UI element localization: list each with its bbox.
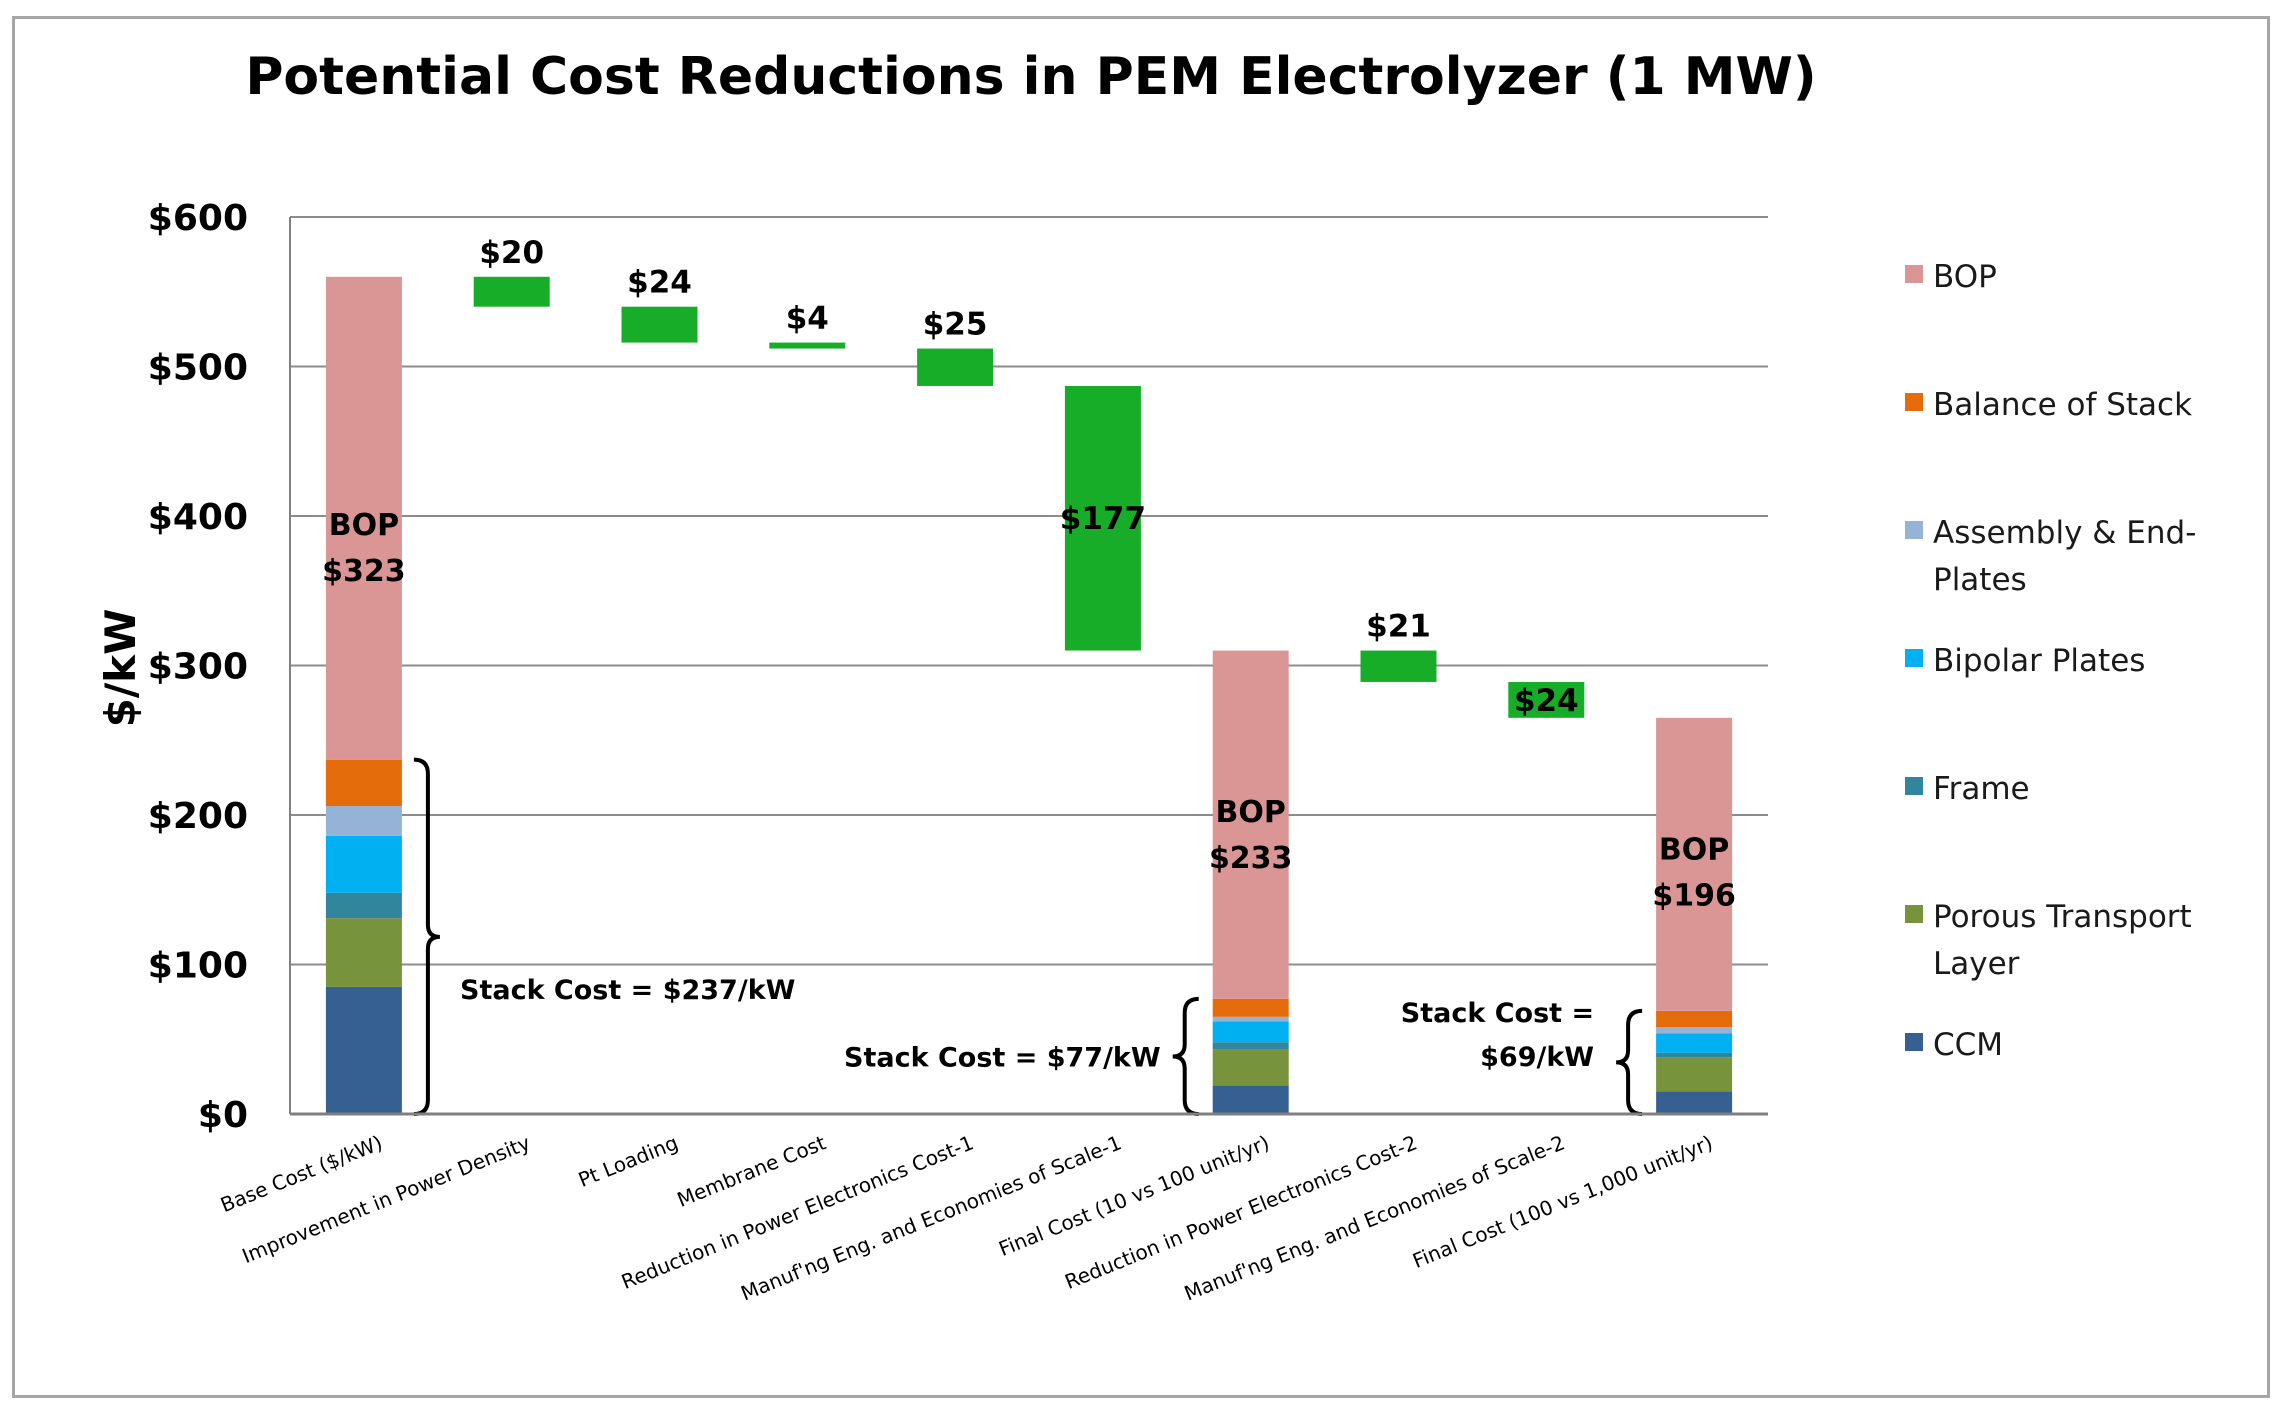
legend-swatch	[1905, 521, 1923, 539]
stack-cost-label: Stack Cost = $77/kW	[844, 1042, 1161, 1073]
reduction-value-label: $24	[1514, 683, 1579, 719]
legend: BOP Balance of Stack Assembly & End- Plates…	[1905, 259, 2196, 1063]
legend-item-bipolar-plates: Bipolar Plates	[1905, 643, 2145, 679]
legend-item-porous-transport-layer: Porous Transport Layer	[1905, 899, 2192, 982]
legend-item-ccm: CCM	[1905, 1027, 2003, 1063]
legend-label: Bipolar Plates	[1933, 643, 2145, 679]
reduction-bar	[1064, 385, 1141, 651]
bar-segment-frame	[1656, 1052, 1733, 1058]
y-axis-ticks: $0 $100 $200 $300 $400 $500 $600	[148, 198, 248, 1136]
bar-segment-bipolar-plates	[1212, 1021, 1289, 1043]
data-labels: BOP $323 $20 $24 $4 $25 $177 BOP $233 $21 $24 BOP $1…	[322, 235, 1736, 914]
bar-segment-bop	[1656, 717, 1733, 1011]
bar-segment-assembly-end-plates	[325, 806, 402, 836]
legend-item-bop: BOP	[1905, 259, 1997, 295]
legend-label: Porous Transport	[1933, 899, 2192, 935]
legend-label: Balance of Stack	[1933, 387, 2192, 423]
axes	[289, 217, 1768, 1116]
x-tick-label: Pt Loading	[575, 1130, 682, 1192]
bar-segment-frame	[1212, 1042, 1289, 1050]
bar-segment-frame	[325, 892, 402, 919]
bar-segment-porous-transport-layer	[1212, 1049, 1289, 1086]
bop-value-label: $233	[1209, 841, 1293, 876]
legend-label: CCM	[1933, 1027, 2003, 1063]
legend-item-assembly-end-plates: Assembly & End- Plates	[1905, 515, 2196, 598]
bar-segment-assembly-end-plates	[1656, 1027, 1733, 1034]
reduction-bar	[917, 348, 994, 386]
y-tick-label: $100	[148, 946, 248, 987]
bar-segment-bop	[1212, 650, 1289, 999]
y-tick-label: $600	[148, 198, 248, 239]
reduction-value-label: $177	[1060, 501, 1146, 537]
reduction-value-label: $20	[479, 235, 544, 271]
bar-segment-porous-transport-layer	[325, 918, 402, 987]
bar-segment-balance-of-stack	[1656, 1010, 1733, 1028]
legend-swatch	[1905, 265, 1923, 283]
y-tick-label: $500	[148, 348, 248, 389]
legend-label: BOP	[1933, 259, 1997, 295]
stack-cost-brace	[1615, 1008, 1643, 1116]
legend-item-frame: Frame	[1905, 771, 2030, 807]
bar-segment-balance-of-stack	[325, 759, 402, 807]
y-tick-label: $0	[198, 1095, 248, 1136]
legend-swatch	[1905, 393, 1923, 411]
stack-cost-brace	[1172, 996, 1199, 1116]
legend-swatch	[1905, 905, 1923, 923]
bar-segment-bop	[325, 276, 402, 760]
reduction-bar	[769, 342, 846, 349]
reduction-bar	[621, 306, 698, 343]
bar-segment-ccm	[1656, 1091, 1733, 1114]
stack-cost-annotations: Stack Cost = $237/kW Stack Cost = $77/kW S…	[413, 757, 1643, 1116]
chart-title: Potential Cost Reductions in PEM Electro…	[245, 47, 1816, 107]
reduction-bar	[1360, 650, 1437, 682]
legend-label: Plates	[1933, 562, 2027, 598]
bar-segment-bipolar-plates	[325, 835, 402, 893]
legend-label: Frame	[1933, 771, 2030, 807]
bar-segment-balance-of-stack	[1212, 998, 1289, 1017]
bar-segment-porous-transport-layer	[1656, 1057, 1733, 1092]
stack-cost-label: $69/kW	[1480, 1042, 1594, 1073]
bop-value-label: BOP	[329, 508, 399, 543]
legend-label: Layer	[1933, 946, 2020, 982]
legend-swatch	[1905, 1033, 1923, 1051]
stack-cost-label: Stack Cost =	[1401, 998, 1594, 1029]
bop-value-label: BOP	[1659, 832, 1729, 867]
y-tick-label: $200	[148, 796, 248, 837]
legend-item-balance-of-stack: Balance of Stack	[1905, 387, 2192, 423]
bars	[325, 276, 1733, 1114]
reduction-value-label: $25	[923, 307, 988, 343]
stack-cost-label: Stack Cost = $237/kW	[460, 975, 795, 1006]
bop-value-label: $196	[1652, 878, 1736, 913]
bar-segment-bipolar-plates	[1656, 1033, 1733, 1053]
gridlines	[290, 216, 1768, 966]
reduction-value-label: $4	[786, 301, 829, 337]
legend-label: Assembly & End-	[1933, 515, 2196, 551]
y-axis-label: $/kW	[96, 609, 145, 728]
legend-swatch	[1905, 649, 1923, 667]
bar-segment-assembly-end-plates	[1212, 1016, 1289, 1022]
y-tick-label: $300	[148, 647, 248, 688]
y-tick-label: $400	[148, 497, 248, 538]
x-tick-label: Improvement in Power Density	[239, 1130, 534, 1268]
bar-segment-ccm	[325, 986, 402, 1114]
reduction-bar	[1508, 681, 1585, 718]
reduction-value-label: $24	[627, 265, 692, 301]
x-axis-ticks: Base Cost ($/kW)Improvement in Power Den…	[217, 1130, 1716, 1305]
bop-value-label: $323	[322, 554, 406, 589]
stack-cost-brace	[413, 757, 441, 1116]
bar-segment-ccm	[1212, 1085, 1289, 1114]
reduction-bar	[473, 276, 550, 307]
legend-swatch	[1905, 777, 1923, 795]
bop-value-label: BOP	[1216, 795, 1286, 830]
reduction-value-label: $21	[1366, 609, 1431, 645]
